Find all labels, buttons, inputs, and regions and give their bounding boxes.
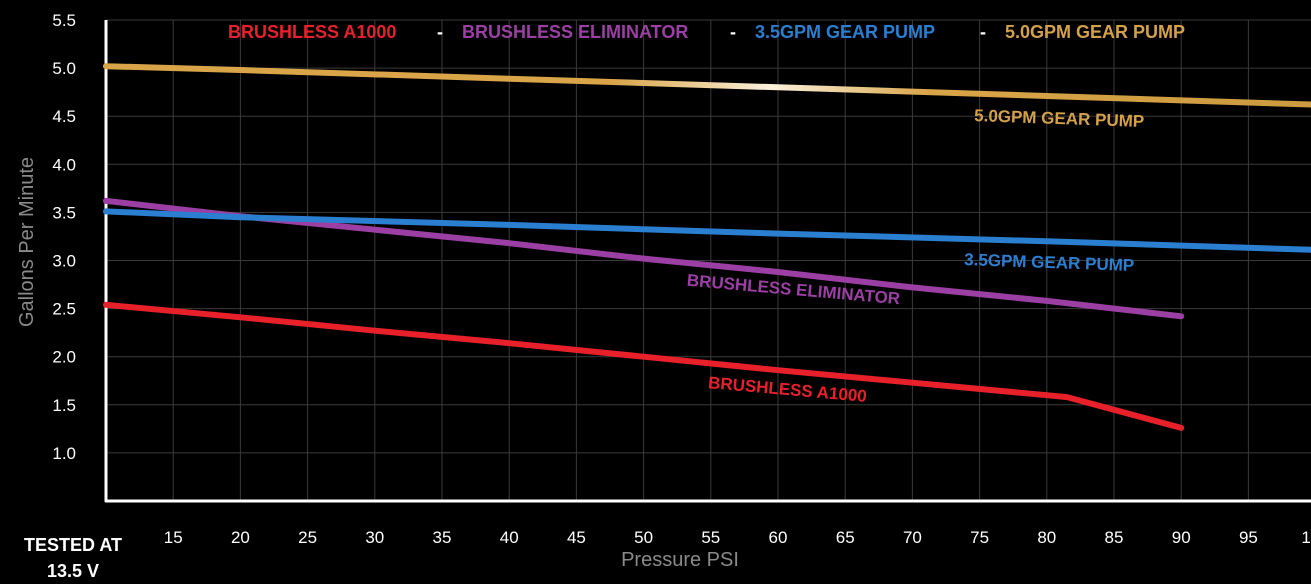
- x-tick-label: 15: [164, 528, 183, 547]
- x-tick-label: 20: [231, 528, 250, 547]
- x-tick-label: 55: [701, 528, 720, 547]
- y-tick-label: 3.5: [52, 203, 76, 222]
- y-tick-label: 1.5: [52, 396, 76, 415]
- chart-canvas: 1.0 1.5 2.0 2.5 3.0 3.5 4.0 4.5 5.0 5.5 15 20 25 30 35…: [16, 11, 1311, 570]
- x-tick-label: 65: [836, 528, 855, 547]
- axes: [104, 20, 1311, 503]
- x-tick-label: 100: [1301, 528, 1311, 547]
- legend-item-eliminator: BRUSHLESS ELIMINATOR: [462, 22, 688, 42]
- x-tick-label: 90: [1172, 528, 1191, 547]
- series-line-a1000: [103, 301, 1185, 431]
- x-tick-label: 85: [1105, 528, 1124, 547]
- legend-separator: -: [730, 22, 736, 42]
- y-tick-label: 2.0: [52, 348, 76, 367]
- x-tick-label: 45: [567, 528, 586, 547]
- y-tick-label: 2.5: [52, 300, 76, 319]
- legend-item-gear-50: 5.0GPM GEAR PUMP: [1005, 22, 1185, 42]
- y-tick-label: 4.5: [52, 107, 76, 126]
- test-condition-note: TESTED AT 13.5 V: [18, 532, 128, 584]
- x-tick-label: 25: [298, 528, 317, 547]
- y-axis-title: Gallons Per Minute: [16, 157, 38, 327]
- legend-separator: -: [980, 22, 986, 42]
- x-axis-title: Pressure PSI: [621, 549, 739, 570]
- tick-labels: 1.0 1.5 2.0 2.5 3.0 3.5 4.0 4.5 5.0 5.5 15 20 25 30 35…: [52, 11, 1311, 547]
- y-tick-label: 1.0: [52, 444, 76, 463]
- series-label-gear-50: 5.0GPM GEAR PUMP: [974, 106, 1145, 131]
- series-label-gear-35: 3.5GPM GEAR PUMP: [964, 250, 1135, 275]
- legend: BRUSHLESS A1000 BRUSHLESS ELIMINATOR 3.5GP…: [228, 22, 1185, 42]
- legend-separator: -: [437, 22, 443, 42]
- test-condition-line2: 13.5 V: [46, 561, 100, 581]
- x-tick-label: 40: [500, 528, 519, 547]
- y-tick-label: 3.0: [52, 252, 76, 271]
- series-line-gear-50: [103, 63, 1311, 108]
- grid: [106, 19, 1311, 501]
- legend-item-a1000: BRUSHLESS A1000: [228, 22, 396, 42]
- series-line-gear-35: [103, 208, 1311, 253]
- x-tick-label: 30: [365, 528, 384, 547]
- x-tick-label: 80: [1037, 528, 1056, 547]
- y-tick-label: 5.5: [52, 11, 76, 30]
- y-tick-label: 5.0: [52, 59, 76, 78]
- x-tick-label: 95: [1239, 528, 1258, 547]
- y-tick-label: 4.0: [52, 155, 76, 174]
- legend-item-gear-35: 3.5GPM GEAR PUMP: [755, 22, 935, 42]
- x-tick-label: 75: [970, 528, 989, 547]
- x-tick-label: 35: [433, 528, 452, 547]
- series-lines: [103, 63, 1311, 431]
- x-tick-label: 50: [634, 528, 653, 547]
- x-tick-label: 70: [903, 528, 922, 547]
- test-condition-line1: TESTED AT: [24, 535, 122, 555]
- x-tick-label: 60: [769, 528, 788, 547]
